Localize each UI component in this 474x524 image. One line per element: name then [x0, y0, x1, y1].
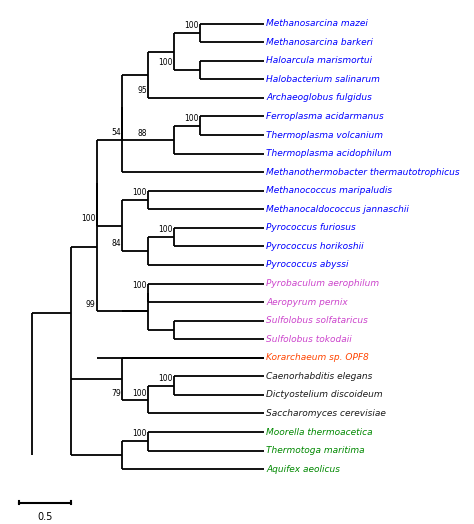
Text: 100: 100 [158, 225, 173, 234]
Text: Haloarcula marismortui: Haloarcula marismortui [266, 56, 373, 66]
Text: 100: 100 [132, 389, 147, 398]
Text: Methanococcus maripaludis: Methanococcus maripaludis [266, 186, 392, 195]
Text: 100: 100 [81, 214, 95, 223]
Text: 100: 100 [184, 21, 198, 30]
Text: Sulfolobus tokodaii: Sulfolobus tokodaii [266, 335, 352, 344]
Text: Caenorhabditis elegans: Caenorhabditis elegans [266, 372, 373, 381]
Text: 100: 100 [132, 281, 147, 290]
Text: 100: 100 [132, 430, 147, 439]
Text: Pyrococcus furiosus: Pyrococcus furiosus [266, 223, 356, 232]
Text: 84: 84 [111, 239, 121, 248]
Text: Moorella thermoacetica: Moorella thermoacetica [266, 428, 373, 436]
Text: 99: 99 [85, 300, 95, 309]
Text: Pyrococcus abyssi: Pyrococcus abyssi [266, 260, 349, 269]
Text: Thermoplasma acidophilum: Thermoplasma acidophilum [266, 149, 392, 158]
Text: Thermotoga maritima: Thermotoga maritima [266, 446, 365, 455]
Text: Methanocaldococcus jannaschii: Methanocaldococcus jannaschii [266, 205, 409, 214]
Text: Halobacterium salinarum: Halobacterium salinarum [266, 75, 380, 84]
Text: Archaeoglobus fulgidus: Archaeoglobus fulgidus [266, 93, 372, 102]
Text: Pyrococcus horikoshii: Pyrococcus horikoshii [266, 242, 364, 251]
Text: Ferroplasma acidarmanus: Ferroplasma acidarmanus [266, 112, 384, 121]
Text: Aquifex aeolicus: Aquifex aeolicus [266, 465, 340, 474]
Text: 0.5: 0.5 [37, 512, 53, 522]
Text: Dictyostelium discoideum: Dictyostelium discoideum [266, 390, 383, 399]
Text: 100: 100 [158, 58, 173, 67]
Text: Thermoplasma volcanium: Thermoplasma volcanium [266, 130, 383, 139]
Text: 54: 54 [111, 128, 121, 137]
Text: 100: 100 [184, 114, 198, 123]
Text: 100: 100 [132, 188, 147, 197]
Text: Methanosarcina barkeri: Methanosarcina barkeri [266, 38, 373, 47]
Text: 88: 88 [137, 129, 147, 138]
Text: 100: 100 [158, 374, 173, 383]
Text: Sulfolobus solfataricus: Sulfolobus solfataricus [266, 316, 368, 325]
Text: Pyrobaculum aerophilum: Pyrobaculum aerophilum [266, 279, 380, 288]
Text: 79: 79 [111, 389, 121, 398]
Text: 95: 95 [137, 86, 147, 95]
Text: Aeropyrum pernix: Aeropyrum pernix [266, 298, 348, 307]
Text: Methanothermobacter thermautotrophicus: Methanothermobacter thermautotrophicus [266, 168, 460, 177]
Text: Saccharomyces cerevisiae: Saccharomyces cerevisiae [266, 409, 386, 418]
Text: Korarchaeum sp. OPF8: Korarchaeum sp. OPF8 [266, 353, 369, 362]
Text: Methanosarcina mazei: Methanosarcina mazei [266, 19, 368, 28]
